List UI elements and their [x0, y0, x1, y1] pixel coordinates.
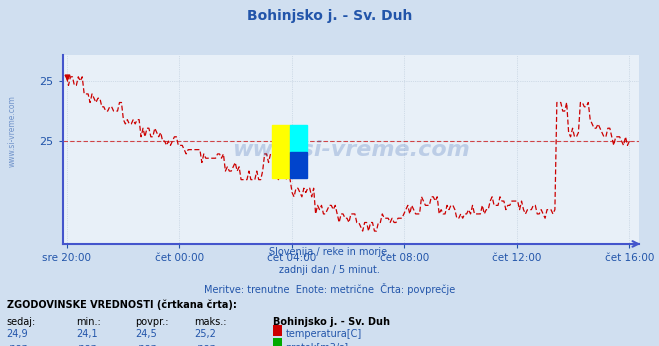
Text: -nan: -nan: [135, 343, 157, 346]
Text: 24,9: 24,9: [7, 329, 28, 339]
Text: povpr.:: povpr.:: [135, 317, 169, 327]
Text: www.si-vreme.com: www.si-vreme.com: [8, 95, 17, 167]
Text: Bohinjsko j. - Sv. Duh: Bohinjsko j. - Sv. Duh: [247, 9, 412, 22]
Text: min.:: min.:: [76, 317, 101, 327]
Text: 25,2: 25,2: [194, 329, 216, 339]
Text: -nan: -nan: [76, 343, 98, 346]
Text: www.si-vreme.com: www.si-vreme.com: [232, 140, 470, 160]
Text: ZGODOVINSKE VREDNOSTI (črtkana črta):: ZGODOVINSKE VREDNOSTI (črtkana črta):: [7, 299, 237, 310]
Text: 24,5: 24,5: [135, 329, 157, 339]
Text: maks.:: maks.:: [194, 317, 227, 327]
Text: Bohinjsko j. - Sv. Duh: Bohinjsko j. - Sv. Duh: [273, 317, 391, 327]
Bar: [272, 125, 290, 178]
Text: -nan: -nan: [194, 343, 216, 346]
Text: sedaj:: sedaj:: [7, 317, 36, 327]
Text: zadnji dan / 5 minut.: zadnji dan / 5 minut.: [279, 265, 380, 275]
Text: pretok[m3/s]: pretok[m3/s]: [285, 343, 349, 346]
Text: 24,1: 24,1: [76, 329, 98, 339]
Text: temperatura[C]: temperatura[C]: [285, 329, 362, 339]
Text: -nan: -nan: [7, 343, 28, 346]
Text: Slovenija / reke in morje.: Slovenija / reke in morje.: [269, 247, 390, 257]
Bar: [290, 152, 307, 178]
Bar: [290, 125, 307, 152]
Text: Meritve: trenutne  Enote: metrične  Črta: povprečje: Meritve: trenutne Enote: metrične Črta: …: [204, 283, 455, 295]
